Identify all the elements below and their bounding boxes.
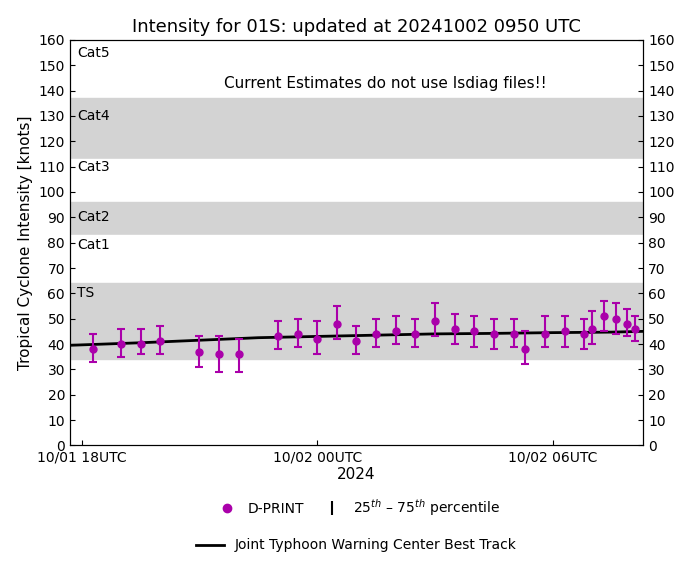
Y-axis label: Tropical Cyclone Intensity [knots]: Tropical Cyclone Intensity [knots]: [18, 115, 33, 370]
Bar: [70, 202, 643, 235]
Bar: [70, 159, 643, 202]
Bar: [70, 40, 643, 98]
Text: TS: TS: [77, 286, 94, 300]
Text: Cat1: Cat1: [77, 238, 110, 252]
Bar: [70, 235, 643, 283]
Bar: [70, 283, 643, 359]
Text: Cat2: Cat2: [77, 210, 110, 224]
Title: Intensity for 01S: updated at 20241002 0950 UTC: Intensity for 01S: updated at 20241002 0…: [132, 18, 581, 35]
Text: Cat3: Cat3: [77, 160, 110, 174]
Text: Cat5: Cat5: [77, 46, 110, 59]
Text: Current Estimates do not use Isdiag files!!: Current Estimates do not use Isdiag file…: [224, 77, 547, 91]
X-axis label: 2024: 2024: [337, 467, 376, 482]
Text: Cat4: Cat4: [77, 109, 110, 123]
Bar: [70, 98, 643, 159]
Legend: Joint Typhoon Warning Center Best Track: Joint Typhoon Warning Center Best Track: [191, 533, 522, 558]
